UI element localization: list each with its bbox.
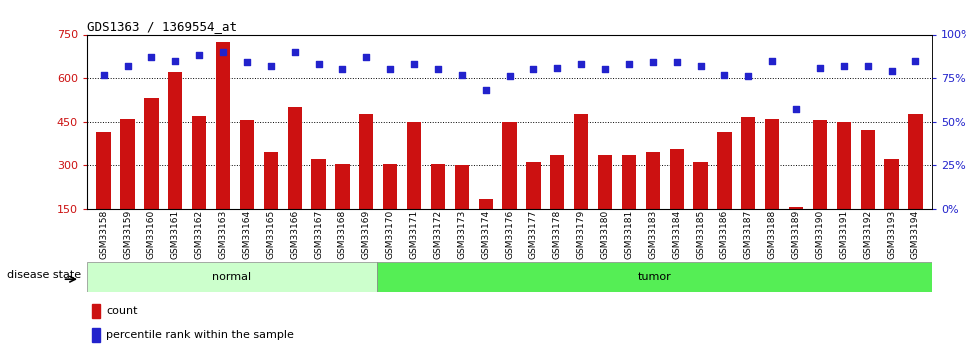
- Point: [311, 61, 327, 67]
- Bar: [144, 98, 158, 252]
- Point: [407, 61, 422, 67]
- Point: [693, 63, 708, 69]
- Bar: [478, 199, 493, 252]
- Bar: [694, 162, 708, 252]
- Bar: [837, 122, 851, 252]
- Point: [812, 65, 828, 70]
- Bar: [240, 120, 254, 252]
- Point: [860, 63, 875, 69]
- Point: [215, 49, 231, 55]
- Point: [287, 49, 302, 55]
- Text: count: count: [106, 306, 138, 316]
- Bar: [622, 155, 637, 252]
- Bar: [192, 116, 207, 252]
- Point: [717, 72, 732, 77]
- Bar: [765, 119, 780, 252]
- Text: normal: normal: [213, 272, 251, 282]
- Bar: [215, 42, 230, 252]
- Bar: [407, 122, 421, 252]
- Bar: [598, 155, 612, 252]
- Bar: [812, 120, 827, 252]
- Text: percentile rank within the sample: percentile rank within the sample: [106, 330, 294, 340]
- Bar: [335, 164, 350, 252]
- Point: [526, 67, 541, 72]
- Point: [597, 67, 612, 72]
- Bar: [288, 107, 301, 252]
- Bar: [645, 152, 660, 252]
- Point: [884, 68, 899, 74]
- Bar: [377, 262, 932, 292]
- Point: [263, 63, 278, 69]
- Point: [908, 58, 923, 63]
- Point: [741, 73, 756, 79]
- Text: GDS1363 / 1369554_at: GDS1363 / 1369554_at: [87, 20, 237, 33]
- Bar: [121, 119, 134, 252]
- Bar: [861, 130, 875, 252]
- Point: [837, 63, 852, 69]
- Bar: [574, 114, 588, 252]
- Bar: [92, 328, 100, 342]
- Bar: [455, 165, 469, 252]
- Point: [454, 72, 469, 77]
- Point: [167, 58, 183, 63]
- Point: [334, 67, 350, 72]
- Point: [120, 63, 135, 69]
- Bar: [92, 304, 100, 318]
- Point: [645, 60, 661, 65]
- Bar: [87, 262, 377, 292]
- Text: disease state: disease state: [7, 270, 81, 280]
- Bar: [718, 132, 731, 252]
- Point: [144, 55, 159, 60]
- Point: [669, 60, 685, 65]
- Point: [430, 67, 445, 72]
- Bar: [359, 114, 374, 252]
- Bar: [311, 159, 326, 252]
- Bar: [669, 149, 684, 252]
- Bar: [551, 155, 564, 252]
- Bar: [264, 152, 278, 252]
- Point: [358, 55, 374, 60]
- Bar: [741, 117, 755, 252]
- Point: [621, 61, 637, 67]
- Bar: [502, 122, 517, 252]
- Point: [550, 65, 565, 70]
- Bar: [383, 164, 397, 252]
- Text: tumor: tumor: [638, 272, 671, 282]
- Point: [788, 107, 804, 112]
- Bar: [885, 159, 898, 252]
- Point: [574, 61, 589, 67]
- Point: [240, 60, 255, 65]
- Point: [383, 67, 398, 72]
- Point: [478, 88, 494, 93]
- Bar: [789, 207, 804, 252]
- Point: [764, 58, 780, 63]
- Point: [96, 72, 111, 77]
- Bar: [97, 132, 111, 252]
- Bar: [526, 162, 541, 252]
- Bar: [908, 114, 923, 252]
- Bar: [168, 72, 183, 252]
- Bar: [431, 164, 445, 252]
- Point: [502, 73, 518, 79]
- Point: [191, 53, 207, 58]
